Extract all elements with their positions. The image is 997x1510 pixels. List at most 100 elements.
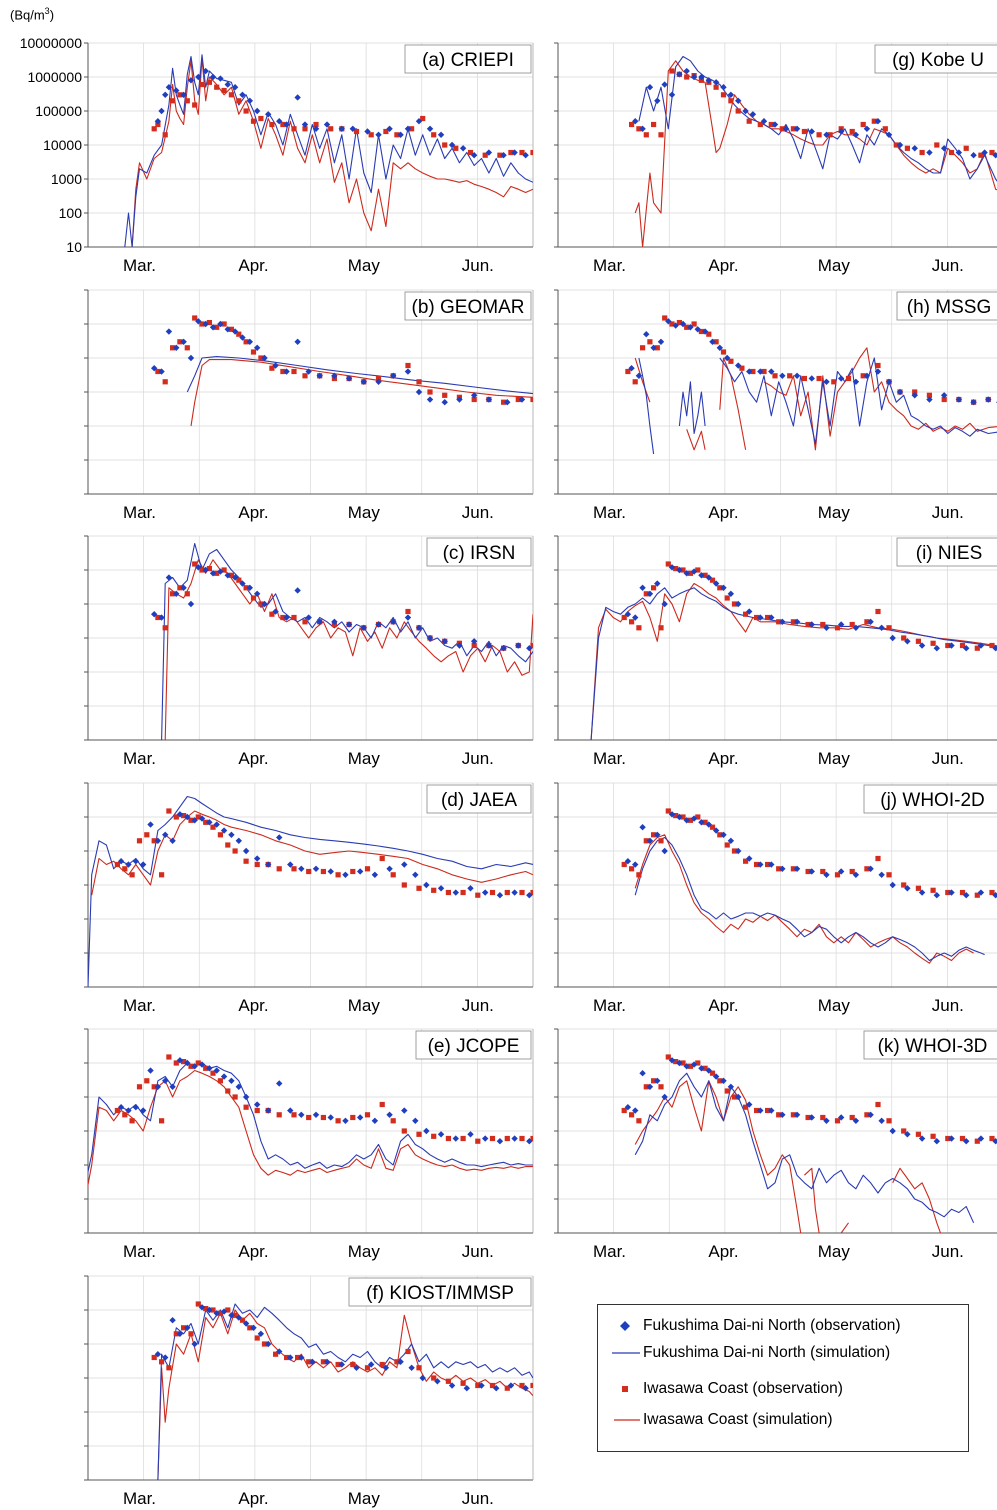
- panel-title-box: [426, 537, 532, 567]
- data-point-iwasawa-obs: [368, 132, 374, 138]
- data-point-iwasawa-obs: [831, 379, 837, 385]
- data-point-iwasawa-obs: [930, 640, 936, 646]
- data-point-iwasawa-obs: [974, 1138, 980, 1144]
- data-point-iwasawa-obs: [698, 77, 704, 83]
- data-point-fukushima-obs: [948, 1135, 955, 1142]
- data-point-fukushima-obs: [727, 590, 735, 597]
- data-point-fukushima-obs: [147, 1067, 154, 1074]
- data-point-fukushima-obs: [217, 75, 224, 82]
- data-point-iwasawa-obs: [912, 389, 918, 395]
- data-point-iwasawa-obs: [114, 861, 120, 868]
- data-point-fukushima-obs: [154, 1351, 162, 1358]
- data-point-fukushima-obs: [231, 574, 239, 581]
- legend: Fukushima Dai-ni North (observation) Fuk…: [597, 1304, 969, 1452]
- data-point-iwasawa-obs: [989, 149, 995, 156]
- data-point-fukushima-obs: [712, 79, 720, 86]
- data-point-fukushima-obs: [526, 1138, 533, 1145]
- data-point-iwasawa-obs: [184, 345, 190, 351]
- data-point-fukushima-obs: [735, 1093, 742, 1101]
- data-point-fukushima-obs: [150, 365, 158, 372]
- data-point-iwasawa-obs: [199, 321, 205, 327]
- data-point-fukushima-obs: [746, 1101, 753, 1108]
- data-point-iwasawa-obs: [860, 121, 866, 128]
- data-point-iwasawa-obs: [243, 858, 249, 864]
- data-point-iwasawa-obs: [173, 1060, 179, 1066]
- data-point-iwasawa-obs: [151, 838, 157, 844]
- data-point-iwasawa-obs: [989, 1135, 995, 1142]
- data-point-iwasawa-obs: [882, 126, 888, 132]
- data-point-fukushima-obs: [309, 1358, 316, 1365]
- data-point-iwasawa-obs: [250, 595, 257, 601]
- data-point-iwasawa-obs: [181, 1325, 187, 1331]
- data-point-fukushima-obs: [727, 91, 735, 98]
- data-point-iwasawa-obs: [401, 1128, 407, 1134]
- data-point-fukushima-obs: [735, 97, 742, 104]
- data-point-fukushima-obs: [448, 141, 456, 149]
- data-point-iwasawa-obs: [210, 824, 216, 830]
- data-point-iwasawa-obs: [864, 619, 870, 625]
- data-point-iwasawa-obs: [236, 98, 242, 104]
- data-point-fukushima-obs: [493, 1385, 500, 1392]
- data-point-fukushima-obs: [158, 614, 165, 621]
- data-point-fukushima-obs: [147, 821, 154, 828]
- data-point-fukushima-obs: [220, 1073, 228, 1080]
- data-point-fukushima-obs: [654, 1077, 661, 1084]
- data-point-iwasawa-obs: [350, 1361, 356, 1368]
- data-point-fukushima-obs: [823, 378, 830, 385]
- data-point-iwasawa-obs: [159, 1359, 165, 1365]
- data-point-iwasawa-obs: [790, 126, 796, 132]
- data-point-iwasawa-obs: [284, 1354, 290, 1361]
- data-point-fukushima-obs: [977, 889, 985, 896]
- data-point-fukushima-obs: [294, 587, 301, 594]
- data-point-fukushima-obs: [220, 1308, 228, 1315]
- chart-panel: Mar. Apr. May Jun. (g) Kobe U: [554, 42, 997, 275]
- data-point-iwasawa-obs: [302, 373, 308, 379]
- data-point-fukushima-obs: [496, 892, 504, 899]
- data-point-fukushima-obs: [327, 868, 334, 875]
- data-point-iwasawa-obs: [129, 872, 135, 878]
- data-point-fukushima-obs: [316, 618, 323, 625]
- data-point-fukushima-obs: [294, 94, 301, 101]
- data-point-iwasawa-obs: [709, 824, 716, 830]
- data-point-iwasawa-obs: [445, 1135, 451, 1142]
- data-point-iwasawa-obs: [460, 889, 466, 896]
- data-point-iwasawa-obs: [306, 868, 312, 875]
- data-point-iwasawa-obs: [239, 1317, 246, 1323]
- y-tick-label: 1000: [51, 171, 82, 187]
- x-tick-label: May: [818, 1242, 851, 1261]
- data-point-iwasawa-obs: [989, 642, 995, 649]
- data-point-fukushima-obs: [690, 815, 698, 822]
- x-tick-label: Jun.: [462, 749, 494, 768]
- data-point-fukushima-obs: [386, 125, 393, 132]
- data-point-iwasawa-obs: [875, 362, 881, 369]
- data-point-iwasawa-obs: [643, 132, 649, 138]
- x-tick-label: Mar.: [123, 749, 156, 768]
- data-point-fukushima-obs: [470, 638, 478, 645]
- data-point-iwasawa-obs: [743, 611, 749, 617]
- data-point-fukushima-obs: [977, 642, 985, 649]
- data-point-fukushima-obs: [206, 819, 213, 826]
- data-point-iwasawa-obs: [530, 149, 533, 156]
- data-point-fukushima-obs: [687, 324, 694, 331]
- data-point-fukushima-obs: [467, 1131, 474, 1138]
- data-point-iwasawa-obs: [658, 625, 664, 631]
- data-point-fukushima-obs: [823, 871, 830, 878]
- data-point-fukushima-obs: [981, 149, 988, 156]
- data-point-iwasawa-obs: [431, 887, 437, 893]
- data-point-fukushima-obs: [202, 320, 209, 328]
- data-point-iwasawa-obs: [845, 375, 852, 382]
- x-tick-label: Mar.: [123, 996, 156, 1015]
- data-point-iwasawa-obs: [691, 321, 697, 327]
- data-point-fukushima-obs: [246, 338, 254, 345]
- data-point-fukushima-obs: [654, 831, 661, 838]
- data-point-fukushima-obs: [885, 378, 893, 385]
- data-point-iwasawa-obs: [151, 1354, 157, 1361]
- plot-area: [124, 54, 533, 247]
- series-line-iwasawa-sim: [892, 1167, 942, 1233]
- data-point-fukushima-obs: [668, 1057, 676, 1064]
- data-point-fukushima-obs: [187, 600, 195, 608]
- data-point-fukushima-obs: [323, 1358, 331, 1365]
- data-point-fukushima-obs: [712, 1073, 720, 1080]
- data-point-fukushima-obs: [437, 1131, 445, 1138]
- data-point-iwasawa-obs: [416, 1365, 422, 1371]
